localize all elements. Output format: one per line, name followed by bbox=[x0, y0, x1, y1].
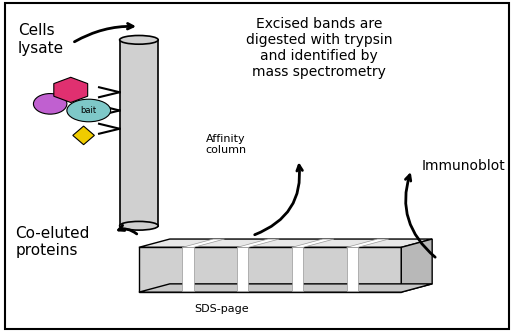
Polygon shape bbox=[54, 77, 88, 103]
Text: Affinity
column: Affinity column bbox=[206, 133, 247, 155]
Bar bbox=[237, 247, 248, 291]
Ellipse shape bbox=[120, 221, 158, 230]
Text: Immunoblot: Immunoblot bbox=[422, 159, 506, 173]
Text: Cells
lysate: Cells lysate bbox=[18, 23, 64, 56]
Polygon shape bbox=[346, 239, 388, 247]
Text: Excised bands are
digested with trypsin
and identified by
mass spectrometry: Excised bands are digested with trypsin … bbox=[246, 17, 392, 79]
Bar bbox=[346, 247, 358, 291]
Text: bait: bait bbox=[81, 106, 97, 115]
Text: SDS-page: SDS-page bbox=[194, 304, 248, 314]
Bar bbox=[292, 247, 303, 291]
Polygon shape bbox=[182, 239, 225, 247]
Ellipse shape bbox=[34, 94, 67, 114]
Text: Co-eluted
proteins: Co-eluted proteins bbox=[15, 226, 90, 258]
Ellipse shape bbox=[120, 36, 158, 44]
Polygon shape bbox=[73, 126, 94, 145]
Polygon shape bbox=[139, 239, 432, 247]
Polygon shape bbox=[237, 239, 279, 247]
Polygon shape bbox=[139, 247, 401, 292]
Bar bbox=[182, 247, 194, 291]
Polygon shape bbox=[292, 239, 334, 247]
Polygon shape bbox=[139, 284, 432, 292]
Polygon shape bbox=[401, 239, 432, 292]
Ellipse shape bbox=[67, 99, 111, 122]
Bar bbox=[120, 40, 158, 226]
